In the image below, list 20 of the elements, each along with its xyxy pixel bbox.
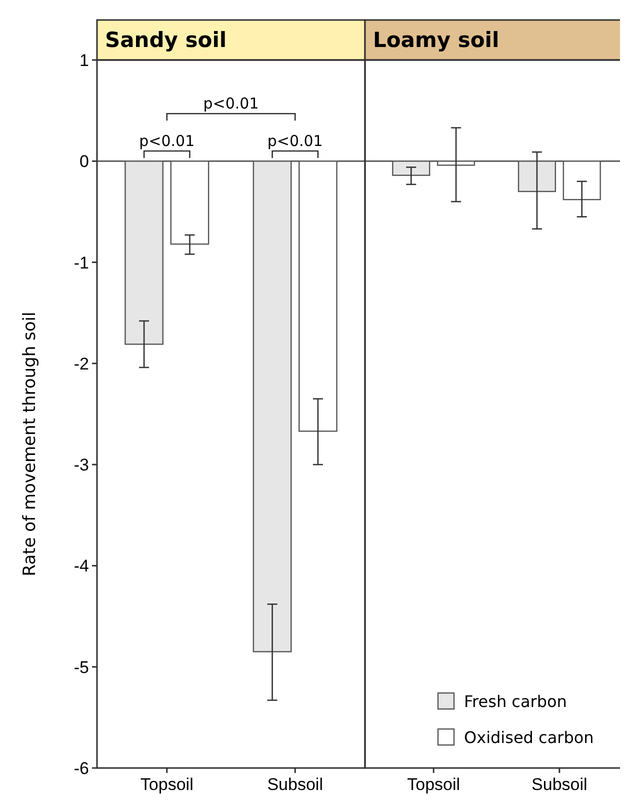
- x-tick-label: Topsoil: [140, 775, 194, 794]
- annotation: p<0.01: [139, 132, 195, 150]
- annotation: p<0.01: [203, 94, 259, 113]
- x-tick-label: Subsoil: [532, 775, 588, 794]
- y-tick-label: -1: [74, 253, 89, 272]
- y-tick-label: -2: [74, 354, 89, 374]
- x-tick-label: Subsoil: [267, 775, 323, 794]
- y-axis-title: Rate of movement through soil: [20, 312, 40, 576]
- y-tick-label: 0: [80, 152, 89, 172]
- x-tick-label: Topsoil: [407, 775, 460, 794]
- y-tick-label: -3: [74, 456, 89, 475]
- y-tick-label: -5: [74, 658, 89, 677]
- y-tick-label: 1: [80, 51, 89, 70]
- legend-label: Oxidised carbon: [464, 728, 594, 747]
- y-tick-label: -6: [74, 759, 89, 778]
- chart-title: Loamy soil: [373, 28, 500, 52]
- annotation: p<0.01: [267, 132, 323, 150]
- legend-label: Fresh carbon: [464, 692, 567, 711]
- y-tick-label: -4: [74, 556, 89, 576]
- chart-title: Sandy soil: [105, 28, 227, 52]
